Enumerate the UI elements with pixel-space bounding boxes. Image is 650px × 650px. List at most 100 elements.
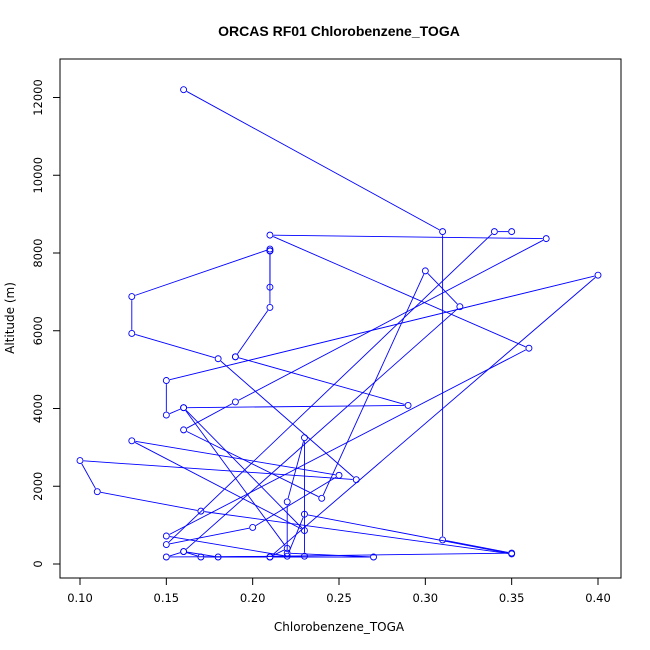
data-point bbox=[76, 457, 84, 465]
series-lines bbox=[81, 91, 596, 558]
data-point bbox=[266, 553, 274, 561]
data-point bbox=[128, 437, 136, 445]
series-segment bbox=[290, 552, 370, 558]
series-segment bbox=[238, 239, 544, 401]
series-segment bbox=[169, 527, 250, 545]
y-tick-label: 4000 bbox=[31, 394, 45, 423]
data-point bbox=[266, 231, 274, 239]
data-point bbox=[162, 553, 170, 561]
data-point bbox=[266, 245, 274, 253]
data-point bbox=[283, 498, 291, 506]
series-segment bbox=[185, 308, 458, 550]
data-point bbox=[283, 552, 291, 560]
series-segment bbox=[186, 91, 440, 231]
data-point bbox=[214, 553, 222, 561]
data-point bbox=[421, 267, 429, 275]
series-segment bbox=[446, 540, 509, 553]
series-segment bbox=[273, 234, 543, 240]
data-point bbox=[490, 228, 498, 236]
data-point bbox=[214, 355, 222, 363]
data-point bbox=[352, 476, 360, 484]
x-axis-label: Chlorobenzene_TOGA bbox=[274, 620, 405, 634]
y-tick-label: 8000 bbox=[31, 238, 45, 267]
x-tick-label: 0.15 bbox=[154, 591, 180, 605]
data-point bbox=[128, 330, 136, 337]
chart-title: ORCAS RF01 Chlorobenzene_TOGA bbox=[218, 23, 460, 39]
data-point bbox=[439, 536, 447, 544]
y-tick-label: 2000 bbox=[31, 472, 45, 501]
y-tick-label: 12000 bbox=[31, 79, 45, 116]
series-segment bbox=[287, 441, 304, 499]
series-segment bbox=[135, 334, 215, 359]
series-segment bbox=[135, 249, 267, 296]
data-point bbox=[162, 532, 170, 540]
y-axis-label: Altitude (m) bbox=[3, 282, 17, 354]
data-point bbox=[525, 344, 533, 352]
series-segment bbox=[168, 233, 493, 543]
data-point bbox=[283, 549, 291, 557]
data-point bbox=[508, 228, 516, 236]
x-tick-label: 0.30 bbox=[413, 591, 439, 605]
series-segment bbox=[169, 275, 595, 381]
series-segment bbox=[100, 491, 198, 511]
x-tick-label: 0.20 bbox=[240, 591, 266, 605]
series-segment bbox=[273, 236, 526, 348]
data-point bbox=[283, 545, 291, 552]
data-point bbox=[93, 488, 101, 496]
data-point bbox=[594, 271, 602, 279]
data-point bbox=[370, 553, 377, 561]
series-segment bbox=[255, 476, 337, 526]
data-point bbox=[404, 401, 412, 409]
y-tick-label: 0 bbox=[31, 560, 45, 567]
series-segment bbox=[187, 404, 405, 409]
series-segment bbox=[272, 277, 596, 556]
series-segment bbox=[237, 310, 269, 355]
data-point bbox=[266, 303, 274, 311]
y-tick-label: 10000 bbox=[31, 157, 45, 194]
data-point bbox=[508, 550, 516, 558]
data-point bbox=[318, 494, 326, 502]
data-point bbox=[162, 411, 170, 419]
data-point bbox=[180, 426, 188, 434]
series-segment bbox=[186, 431, 319, 498]
series-segment bbox=[81, 463, 96, 489]
data-point bbox=[301, 510, 308, 518]
series-segment bbox=[186, 403, 233, 429]
series-segment bbox=[238, 357, 405, 405]
data-point bbox=[180, 86, 188, 94]
data-point bbox=[128, 293, 136, 300]
data-point bbox=[301, 434, 308, 442]
data-point bbox=[542, 235, 550, 243]
y-tick-label: 6000 bbox=[31, 316, 45, 345]
data-point bbox=[231, 398, 239, 406]
data-point bbox=[197, 507, 205, 515]
series-segment bbox=[169, 552, 181, 557]
series-segment bbox=[135, 440, 336, 476]
series-segment bbox=[169, 536, 284, 557]
series-segment bbox=[186, 552, 198, 557]
data-point bbox=[456, 303, 464, 311]
series-segment bbox=[220, 360, 354, 478]
series-segment bbox=[204, 511, 509, 554]
series-segment bbox=[83, 460, 353, 480]
x-tick-label: 0.10 bbox=[67, 591, 93, 605]
data-point bbox=[439, 228, 447, 236]
data-point bbox=[335, 471, 343, 479]
x-tick-label: 0.25 bbox=[326, 591, 352, 605]
data-point bbox=[162, 541, 170, 549]
y-axis: 0 2000 4000 6000 8000 10000 12000 bbox=[31, 79, 61, 568]
data-point bbox=[301, 552, 308, 560]
data-point bbox=[249, 524, 257, 531]
series-segment bbox=[307, 514, 509, 554]
x-tick-label: 0.35 bbox=[499, 591, 525, 605]
data-point bbox=[301, 527, 308, 535]
data-point bbox=[180, 548, 188, 556]
series-segment bbox=[169, 408, 181, 415]
series-segment bbox=[322, 273, 425, 496]
series-segment bbox=[427, 273, 458, 305]
data-point bbox=[180, 404, 188, 412]
data-point bbox=[231, 353, 239, 361]
x-axis: 0.10 0.15 0.20 0.25 0.30 0.35 0.40 bbox=[67, 577, 611, 605]
data-point bbox=[162, 377, 170, 384]
